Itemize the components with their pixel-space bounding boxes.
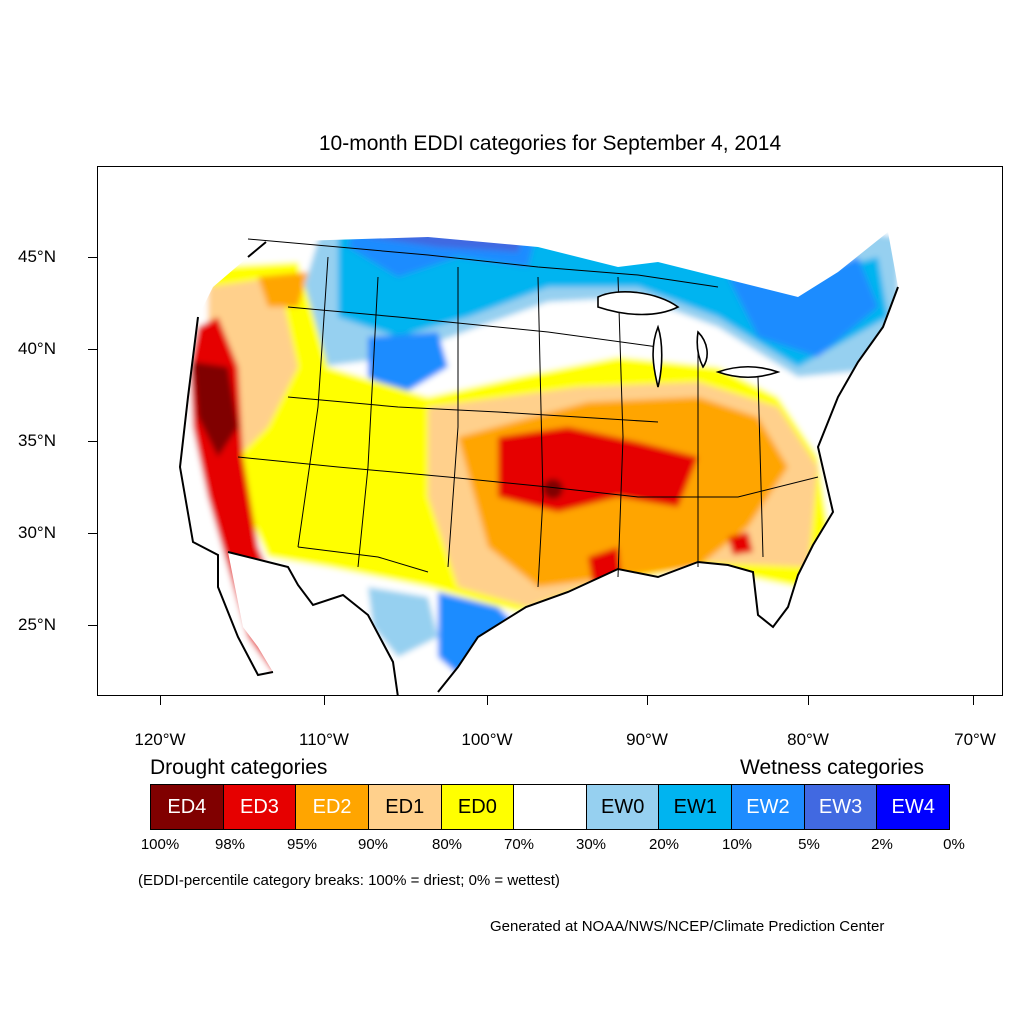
percentile-break: 20% [648,836,680,853]
percentile-break: 90% [357,836,389,853]
legend-cell-neutral [514,785,587,829]
lon-tick [487,696,489,705]
lat-tick [88,625,97,627]
lat-label-30: 30°N [18,523,56,542]
lat-label-40: 40°N [18,339,56,358]
lat-label-35: 35°N [18,431,56,450]
lon-tick [973,696,975,705]
percentile-break: 80% [431,836,463,853]
legend-cell-ed0: ED0 [441,785,515,829]
lat-label-45: 45°N [18,247,56,266]
lat-label-25: 25°N [18,615,56,634]
percentile-break: 0% [943,836,965,853]
map-panel [97,166,1003,696]
credit-line: Generated at NOAA/NWS/NCEP/Climate Predi… [490,918,885,935]
legend-cell-ew2: EW2 [732,785,805,829]
legend-cell-ew0: EW0 [586,785,660,829]
drought-categories-heading: Drought categories [150,756,328,779]
map-title: 10-month EDDI categories for September 4… [318,132,782,155]
eddi-map [178,232,899,695]
legend-cell-ed2: ED2 [296,785,369,829]
lon-label-80: 80°W [787,730,829,749]
percentile-break: 70% [503,836,535,853]
percentile-break: 2% [871,836,893,853]
legend-cell-ed4: ED4 [151,785,224,829]
lon-label-70: 70°W [954,730,996,749]
lon-tick [160,696,162,705]
wetness-categories-heading: Wetness categories [740,756,925,779]
category-break-note: (EDDI-percentile category breaks: 100% =… [138,872,560,889]
lon-tick [808,696,810,705]
lon-label-90: 90°W [626,730,668,749]
percentile-break: 30% [575,836,607,853]
percentile-break: 10% [721,836,753,853]
lat-tick [88,349,97,351]
great-lakes [597,291,781,388]
legend-cell-ed1: ED1 [368,785,442,829]
lon-label-120: 120°W [134,730,186,749]
percentile-break: 98% [214,836,246,853]
lon-tick [324,696,326,705]
lon-tick [647,696,649,705]
legend-cell-ew3: EW3 [804,785,878,829]
percentile-break: 100% [140,836,180,853]
lat-tick [88,441,97,443]
lon-label-110: 110°W [299,730,349,749]
legend-cell-ew4: EW4 [877,785,950,829]
category-legend: ED4 ED3 ED2 ED1 ED0 EW0 EW1 EW2 EW3 EW4 [150,784,950,830]
legend-cell-ew1: EW1 [659,785,733,829]
coastline [178,241,899,695]
lon-label-100: 100°W [461,730,513,749]
state-boundaries [237,238,819,588]
percentile-break: 5% [798,836,820,853]
legend-cell-ed3: ED3 [223,785,297,829]
lat-tick [88,257,97,259]
lat-tick [88,533,97,535]
percentile-break: 95% [286,836,318,853]
